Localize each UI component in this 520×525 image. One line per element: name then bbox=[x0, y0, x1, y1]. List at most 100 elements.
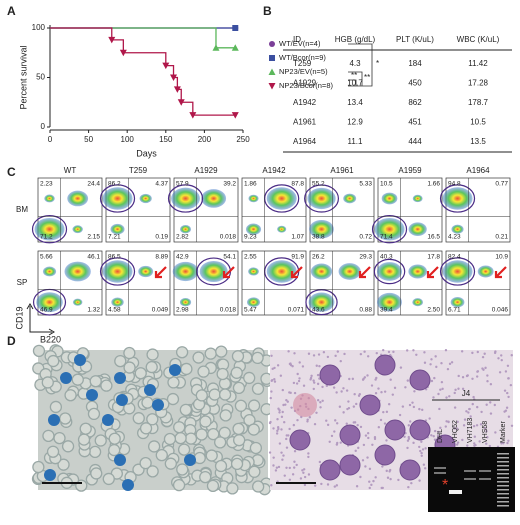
quadrant-value: 91.9 bbox=[291, 254, 304, 261]
platelet bbox=[293, 352, 296, 355]
rbc bbox=[100, 379, 113, 392]
platelet bbox=[446, 367, 450, 371]
platelet bbox=[299, 477, 303, 480]
legend-marker bbox=[269, 41, 275, 47]
ladder-band bbox=[497, 473, 509, 475]
platelet bbox=[461, 387, 465, 391]
platelet bbox=[280, 415, 284, 419]
table-header: HGB (g/dL) bbox=[335, 35, 376, 44]
density bbox=[376, 262, 403, 281]
rbc bbox=[247, 399, 261, 412]
platelet bbox=[473, 444, 476, 447]
rbc bbox=[57, 458, 70, 471]
platelet bbox=[506, 391, 509, 395]
platelet bbox=[326, 483, 330, 486]
density bbox=[310, 263, 333, 280]
rbc bbox=[252, 480, 265, 493]
y-tick-label: 0 bbox=[41, 122, 46, 131]
blast bbox=[116, 394, 128, 406]
platelet bbox=[354, 449, 357, 453]
rbc bbox=[173, 421, 186, 434]
platelet bbox=[460, 350, 464, 353]
platelet bbox=[478, 440, 481, 443]
blast bbox=[152, 399, 164, 411]
platelet bbox=[439, 388, 442, 391]
rbc bbox=[146, 348, 159, 361]
platelet bbox=[503, 410, 506, 413]
platelet bbox=[315, 364, 318, 367]
platelet bbox=[302, 468, 306, 471]
platelet bbox=[347, 400, 350, 403]
platelet bbox=[336, 441, 339, 445]
legend-label: WT/Bcor(n=9) bbox=[279, 53, 326, 62]
cell bbox=[384, 419, 406, 441]
rbc bbox=[172, 478, 186, 492]
gate bbox=[99, 257, 136, 286]
platelet bbox=[476, 405, 479, 409]
density bbox=[111, 297, 124, 307]
platelet bbox=[273, 366, 276, 370]
quadrant-value: 0.018 bbox=[220, 307, 237, 314]
density bbox=[247, 297, 261, 308]
platelet bbox=[404, 386, 407, 389]
rbc bbox=[64, 389, 77, 402]
rbc bbox=[180, 362, 193, 376]
rbc bbox=[47, 354, 60, 368]
quadrant-value: 4.37 bbox=[155, 181, 168, 188]
rbc bbox=[195, 428, 208, 441]
rbc bbox=[232, 422, 245, 436]
platelet bbox=[295, 463, 298, 467]
quadrant-value: 9.23 bbox=[244, 234, 257, 241]
quadrant-value: 86.2 bbox=[108, 181, 121, 188]
platelet bbox=[462, 424, 466, 427]
platelet bbox=[287, 434, 290, 437]
panel-label: D bbox=[7, 334, 16, 348]
rbc bbox=[123, 361, 136, 374]
blast bbox=[169, 364, 181, 376]
cell bbox=[339, 424, 361, 446]
platelet bbox=[441, 387, 444, 391]
table-cell: 11.42 bbox=[468, 59, 488, 68]
platelet bbox=[432, 435, 435, 438]
platelet bbox=[273, 377, 276, 381]
platelet bbox=[275, 432, 279, 435]
platelet bbox=[440, 380, 444, 384]
table-cell: A1964 bbox=[293, 137, 317, 146]
density bbox=[72, 298, 83, 306]
platelet bbox=[385, 469, 388, 473]
quadrant-value: 40.3 bbox=[380, 254, 393, 261]
platelet bbox=[507, 439, 510, 442]
survival-marker bbox=[177, 99, 185, 106]
arrow bbox=[358, 266, 371, 279]
arrow bbox=[290, 266, 303, 279]
platelet bbox=[423, 467, 427, 470]
platelet bbox=[500, 358, 503, 362]
density bbox=[248, 267, 259, 276]
density bbox=[180, 225, 192, 234]
platelet bbox=[362, 377, 365, 381]
scalebar bbox=[42, 482, 82, 484]
survival-marker bbox=[231, 44, 239, 51]
rbc bbox=[32, 344, 46, 358]
gate bbox=[99, 184, 136, 213]
row-label: BM bbox=[16, 205, 28, 214]
platelet bbox=[345, 389, 349, 392]
platelet bbox=[456, 441, 460, 444]
platelet bbox=[312, 387, 315, 391]
rbc bbox=[87, 407, 101, 421]
quadrant-value: 82.4 bbox=[448, 254, 461, 261]
rbc bbox=[226, 482, 239, 495]
gate bbox=[373, 258, 406, 285]
platelet bbox=[481, 355, 485, 359]
quadrant-value: 55.2 bbox=[312, 181, 325, 188]
rbc bbox=[77, 433, 91, 446]
platelet bbox=[485, 429, 488, 433]
platelet bbox=[433, 438, 437, 441]
gate bbox=[439, 184, 476, 213]
table-cell: 862 bbox=[408, 98, 422, 107]
platelet bbox=[279, 374, 283, 377]
platelet bbox=[494, 431, 497, 434]
platelet bbox=[440, 362, 443, 365]
quadrant-value: 0.21 bbox=[495, 234, 508, 241]
table-cell: 10.5 bbox=[470, 118, 486, 127]
